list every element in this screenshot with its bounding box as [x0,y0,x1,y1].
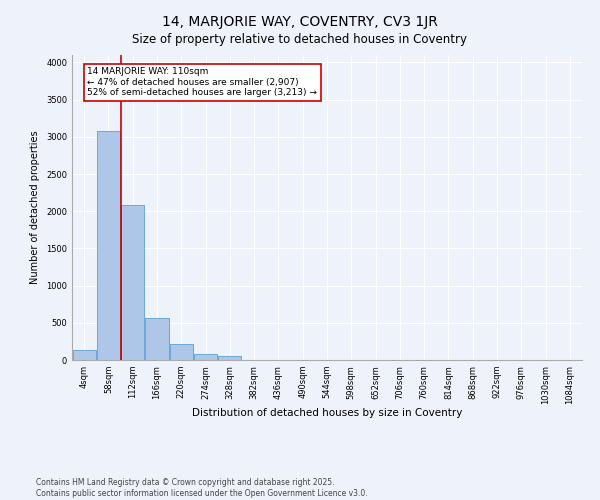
Bar [73,350,95,360]
Bar [218,356,241,360]
Bar [121,206,144,360]
Bar [170,344,193,360]
Text: Size of property relative to detached houses in Coventry: Size of property relative to detached ho… [133,32,467,46]
Bar [97,131,120,360]
Text: 14 MARJORIE WAY: 110sqm
← 47% of detached houses are smaller (2,907)
52% of semi: 14 MARJORIE WAY: 110sqm ← 47% of detache… [88,67,317,97]
X-axis label: Distribution of detached houses by size in Coventry: Distribution of detached houses by size … [192,408,462,418]
Bar [145,318,169,360]
Text: 14, MARJORIE WAY, COVENTRY, CV3 1JR: 14, MARJORIE WAY, COVENTRY, CV3 1JR [162,15,438,29]
Y-axis label: Number of detached properties: Number of detached properties [31,130,40,284]
Bar [194,354,217,360]
Text: Contains HM Land Registry data © Crown copyright and database right 2025.
Contai: Contains HM Land Registry data © Crown c… [36,478,368,498]
